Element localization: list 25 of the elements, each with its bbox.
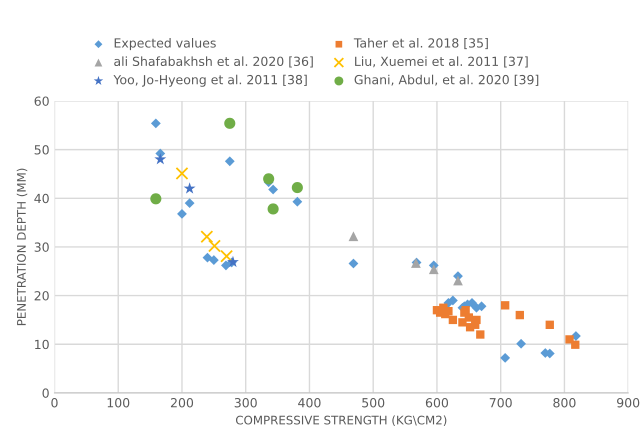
x-tick-label: 200 — [170, 398, 194, 408]
x-tick-label: 900 — [617, 398, 640, 408]
x-tick-label: 500 — [362, 398, 384, 408]
legend-label: Expected values — [114, 38, 216, 50]
y-tick-label: 60 — [34, 96, 49, 106]
y-tick-label: 20 — [34, 291, 49, 301]
legend-label: ali Shafabakhsh et al. 2020 [36] — [114, 56, 313, 68]
x-tick-label: 0 — [51, 398, 58, 408]
x-tick-label: 600 — [426, 398, 448, 408]
legend-label: Yoo, Jo-Hyeong et al. 2011 [38] — [113, 74, 307, 87]
x-axis-title: COMPRESSIVE STRENGTH (KG\CM2) — [236, 415, 446, 426]
y-tick-label: 30 — [34, 242, 49, 252]
legend-label: Ghani, Abdul, et al. 2020 [39] — [354, 74, 538, 86]
x-tick-label: 800 — [553, 398, 576, 408]
x-tick-label: 300 — [234, 398, 257, 408]
x-tick-label: 700 — [490, 398, 512, 408]
y-axis-title: PENETRATION DEPTH (MM) — [16, 168, 28, 326]
y-tick-label: 40 — [34, 194, 49, 204]
y-tick-label: 0 — [42, 388, 49, 398]
x-tick-label: 100 — [108, 398, 130, 408]
x-tick-label: 400 — [298, 398, 321, 408]
legend-label: Liu, Xuemei et al. 2011 [37] — [355, 56, 528, 68]
y-tick-label: 50 — [34, 145, 49, 155]
legend-label: Taher et al. 2018 [35] — [354, 38, 488, 50]
y-tick-label: 10 — [35, 340, 49, 350]
